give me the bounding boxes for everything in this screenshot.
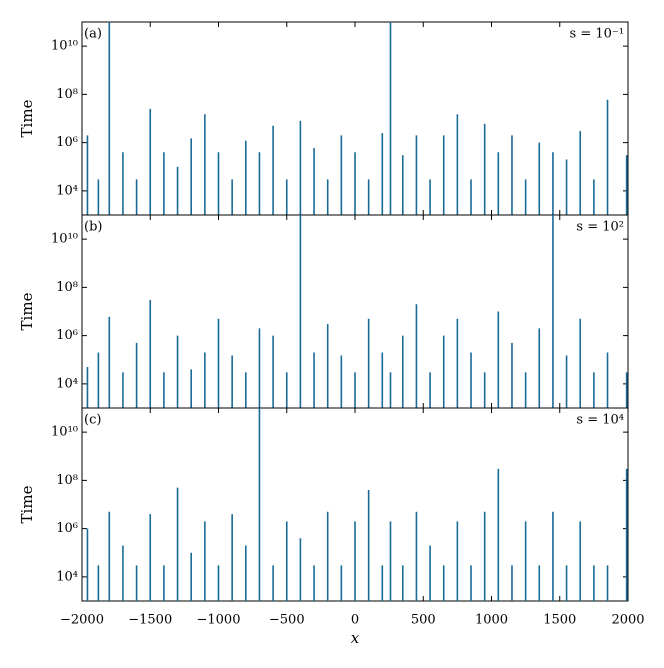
x-tick-label: −1500 [128,613,172,628]
y-tick-label: 10⁴ [56,569,78,584]
y-tick-label: 10⁶ [56,328,78,343]
y-tick-label: 10⁸ [56,473,78,488]
y-tick-label: 10⁶ [56,135,78,150]
annotation: s = 10⁻¹ [570,27,624,42]
x-tick-label: 500 [411,613,436,628]
y-axis-label: Time [18,99,36,137]
x-tick-label: 1000 [475,613,508,628]
y-tick-label: 10⁴ [56,183,78,198]
y-tick-label: 10¹⁰ [51,232,78,247]
y-tick-label: 10⁴ [56,376,78,391]
y-axis-label: Time [18,292,36,330]
x-tick-label: 1500 [543,613,576,628]
x-tick-label: −500 [269,613,305,628]
x-axis-label: x [351,629,360,647]
annotation: s = 10² [576,220,624,235]
y-axis-label: Time [18,485,36,523]
x-tick-label: 0 [351,613,359,628]
y-tick-label: 10¹⁰ [51,39,78,54]
panel-label: (b) [84,220,102,235]
y-tick-label: 10⁸ [56,280,78,295]
x-tick-label: 2000 [611,613,644,628]
y-tick-label: 10⁸ [56,87,78,102]
annotation: s = 10⁴ [576,413,624,428]
x-tick-label: −2000 [60,613,104,628]
y-tick-label: 10⁶ [56,521,78,536]
panel-label: (c) [84,413,101,428]
panel-label: (a) [84,27,102,42]
y-tick-label: 10¹⁰ [51,425,78,440]
x-tick-label: −1000 [197,613,241,628]
